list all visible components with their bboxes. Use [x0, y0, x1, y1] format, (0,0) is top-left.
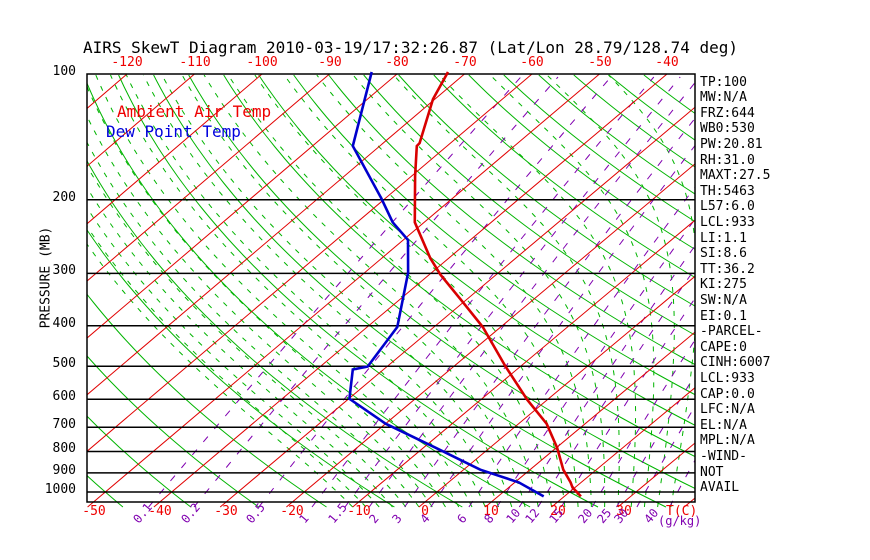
pressure-tick-1000: 1000 — [44, 482, 76, 497]
stat-parcel: -PARCEL- — [700, 324, 763, 340]
top-temp-tick--80: -80 — [385, 55, 409, 70]
top-temp-tick--60: -60 — [520, 55, 544, 70]
stat-ki: KI:275 — [700, 277, 747, 293]
top-temp-tick--100: -100 — [246, 55, 278, 70]
stat-frz: FRZ:644 — [700, 105, 755, 121]
stat-cinh: CINH:6007 — [700, 355, 771, 371]
stat-rh: RH:31.0 — [700, 152, 755, 168]
pressure-tick-900: 900 — [52, 463, 76, 478]
legend-dew-point-temp: Dew Point Temp — [106, 122, 241, 141]
curve-ambient-air-temp — [413, 71, 582, 498]
stat-mpl: MPL:N/A — [700, 433, 755, 449]
top-temp-tick--90: -90 — [318, 55, 342, 70]
stat-tt: TT:36.2 — [700, 261, 755, 277]
stat-pw: PW:20.81 — [700, 136, 763, 152]
stat-si: SI:8.6 — [700, 246, 747, 262]
legend-ambient-air-temp: Ambient Air Temp — [117, 102, 272, 121]
stat-wb0: WB0:530 — [700, 121, 755, 137]
stat-not: NOT — [700, 464, 724, 480]
bottom-temp-tick--20: -20 — [280, 504, 304, 519]
top-temp-tick--120: -120 — [111, 55, 143, 70]
stat-cap: CAP:0.0 — [700, 386, 755, 402]
top-temp-tick--110: -110 — [179, 55, 211, 70]
stat-mw: MW:N/A — [700, 90, 747, 106]
pressure-tick-400: 400 — [52, 316, 76, 331]
top-temp-tick--70: -70 — [453, 55, 477, 70]
stat-maxt: MAXT:27.5 — [700, 168, 771, 184]
stat-th: TH:5463 — [700, 183, 755, 199]
bottom-temp-tick-10: 10 — [483, 504, 499, 519]
stat-lfc: LFC:N/A — [700, 402, 755, 418]
stat-ei: EI:0.1 — [700, 308, 747, 324]
stat-tp: TP:100 — [700, 74, 747, 90]
pressure-tick-800: 800 — [52, 441, 76, 456]
stat-cape: CAPE:0 — [700, 339, 747, 355]
stat-sw: SW:N/A — [700, 292, 747, 308]
bottom-temp-tick--40: -40 — [148, 504, 172, 519]
pressure-tick-300: 300 — [52, 263, 76, 278]
curve-dew-point-temp — [348, 71, 545, 498]
pressure-tick-500: 500 — [52, 356, 76, 371]
bottom-temp-tick-20: 20 — [550, 504, 566, 519]
stat-avail: AVAIL — [700, 480, 740, 496]
pressure-tick-200: 200 — [52, 190, 76, 205]
bottom-temp-tick--10: -10 — [347, 504, 371, 519]
stat-l57: L57:6.0 — [700, 199, 755, 215]
temperature-unit-label: T(C) — [666, 504, 698, 519]
top-temp-tick--40: -40 — [655, 55, 679, 70]
bottom-temp-tick--30: -30 — [214, 504, 238, 519]
bottom-temp-tick-30: 30 — [616, 504, 632, 519]
stat-li: LI:1.1 — [700, 230, 747, 246]
stat-wind: -WIND- — [700, 448, 747, 464]
page-title: AIRS SkewT Diagram 2010-03-19/17:32:26.8… — [83, 38, 739, 57]
pressure-tick-100: 100 — [52, 64, 76, 79]
top-temp-tick--50: -50 — [588, 55, 612, 70]
bottom-temp-tick-0: 0 — [421, 504, 429, 519]
stat-lcl: LCL:933 — [700, 214, 755, 230]
mixing-ratio-unit-label: (g/kg) — [658, 514, 702, 528]
bottom-temp-tick--50: -50 — [82, 504, 106, 519]
stat-lcl: LCL:933 — [700, 370, 755, 386]
pressure-tick-600: 600 — [52, 389, 76, 404]
pressure-tick-700: 700 — [52, 417, 76, 432]
stat-el: EL:N/A — [700, 417, 747, 433]
